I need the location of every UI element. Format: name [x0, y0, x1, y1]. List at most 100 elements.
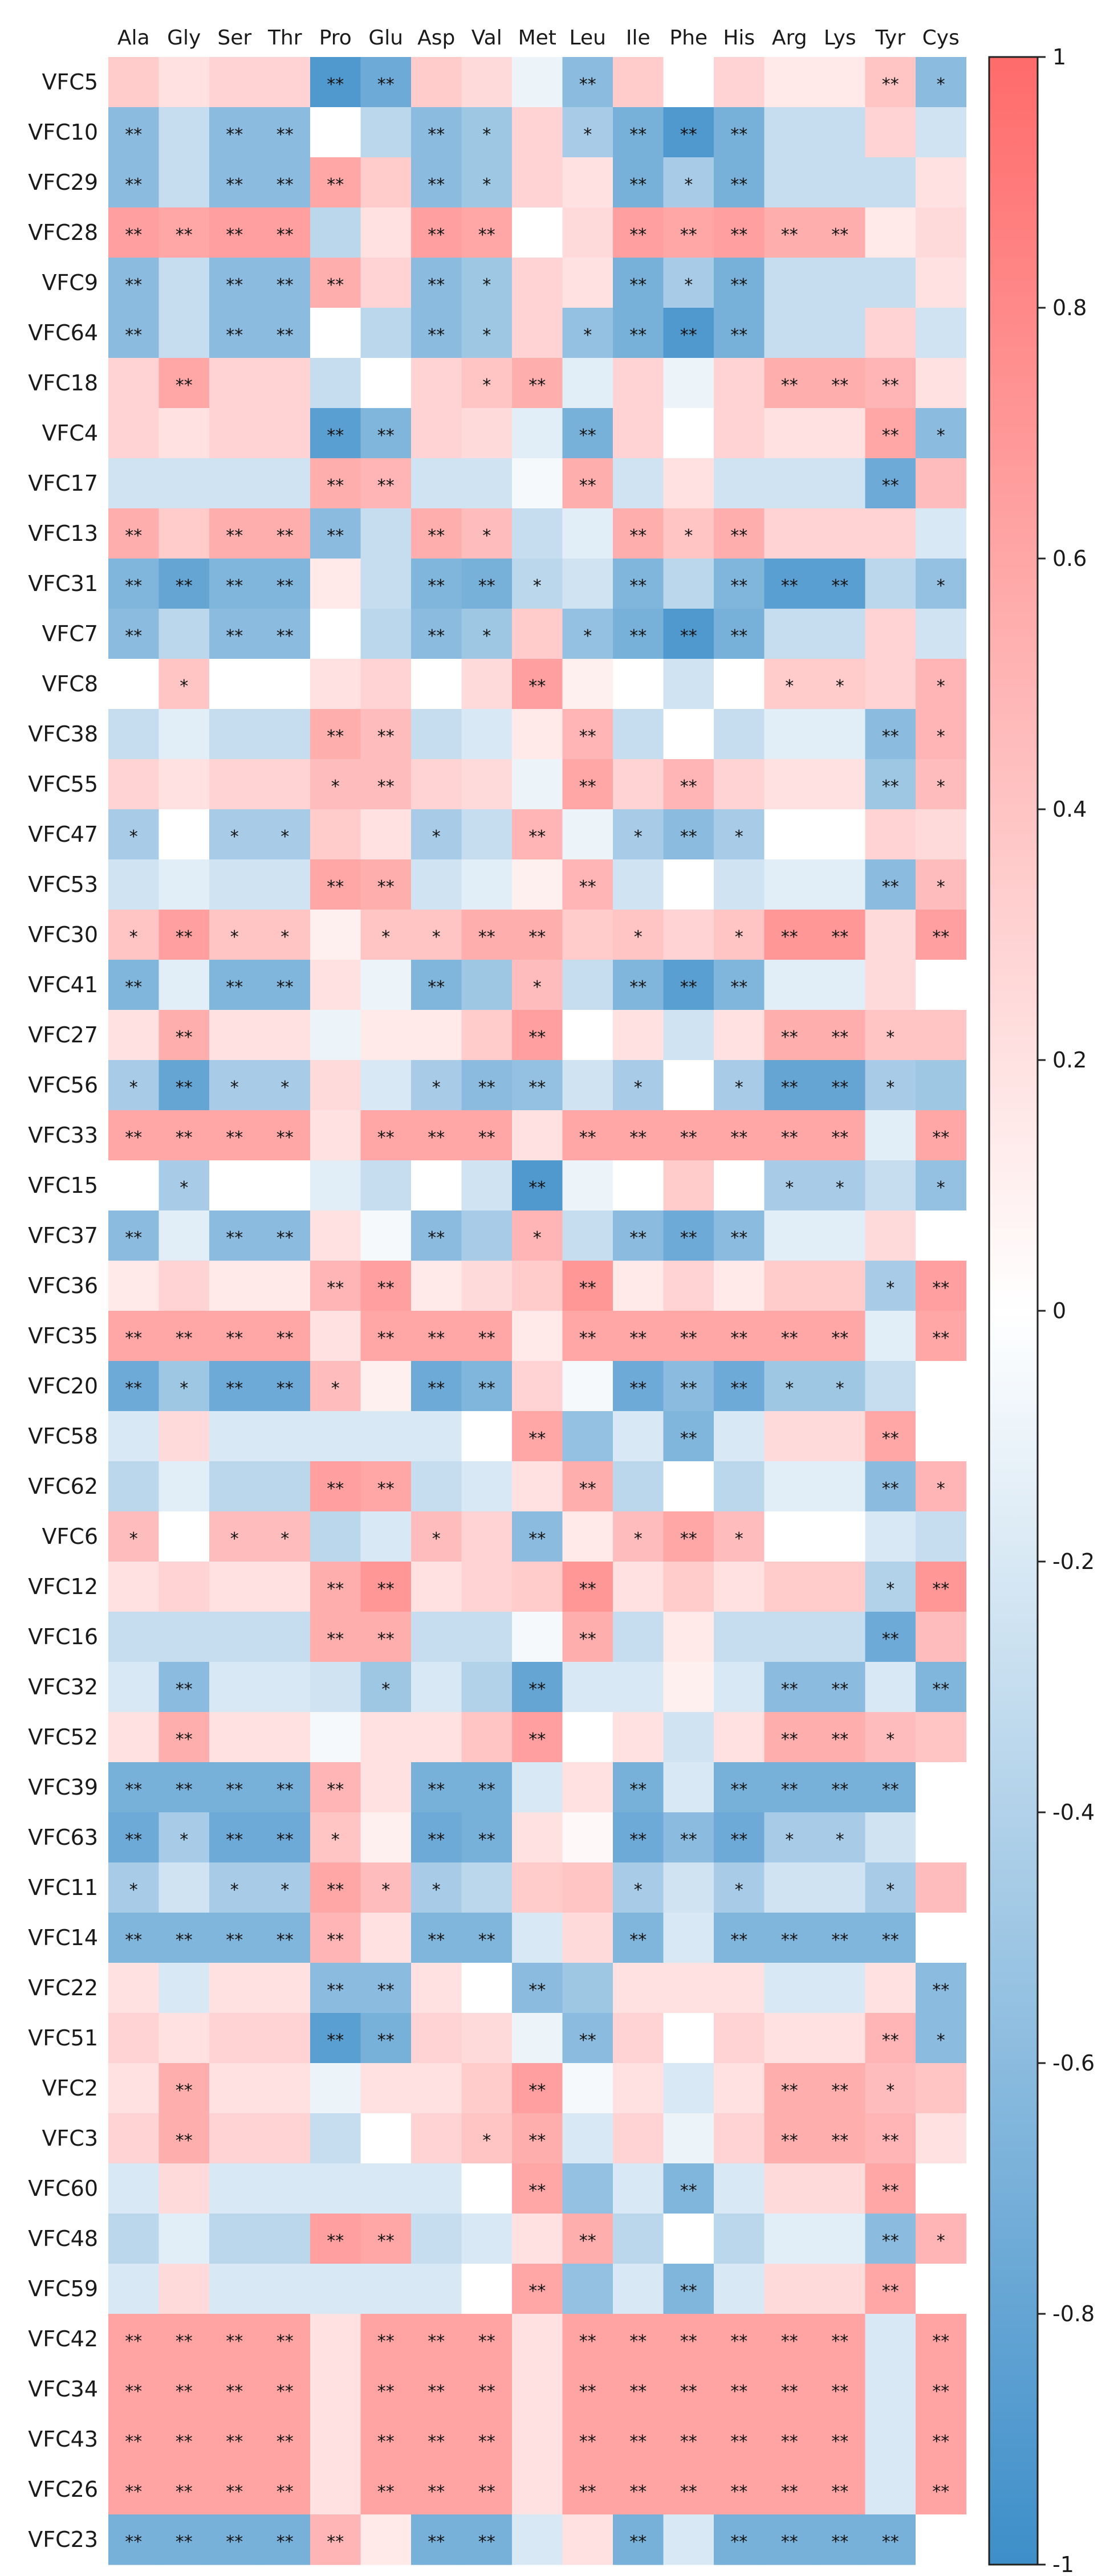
significance-mark: * — [634, 1529, 643, 1549]
heatmap-cell — [764, 258, 815, 308]
heatmap-cell — [562, 358, 613, 409]
heatmap-cell — [865, 2464, 916, 2515]
heatmap-cell — [209, 910, 261, 960]
significance-mark: ** — [176, 376, 193, 396]
heatmap-cell — [613, 2264, 664, 2314]
significance-mark: * — [381, 1680, 390, 1699]
heatmap-cell — [815, 1110, 866, 1161]
heatmap-cell — [360, 1812, 412, 1863]
heatmap-cell — [663, 960, 714, 1010]
heatmap-cell — [310, 57, 361, 108]
heatmap-cell — [259, 2514, 311, 2565]
heatmap-cell — [815, 659, 866, 710]
heatmap-cell — [714, 2013, 765, 2064]
significance-mark: ** — [680, 1128, 697, 1148]
heatmap-cell — [259, 358, 311, 409]
heatmap-cell — [764, 458, 815, 509]
significance-mark: ** — [277, 125, 294, 145]
column-label-leu: Leu — [570, 26, 606, 50]
heatmap-cell — [310, 1963, 361, 2013]
significance-mark: ** — [579, 2432, 596, 2452]
heatmap-cell — [714, 2113, 765, 2164]
significance-mark: ** — [579, 877, 596, 897]
heatmap-cell — [613, 1361, 664, 1412]
significance-mark: ** — [932, 1128, 949, 1148]
heatmap-cell — [815, 2364, 866, 2415]
significance-mark: * — [482, 125, 491, 145]
heatmap-cell — [108, 2314, 160, 2365]
significance-mark: ** — [327, 1479, 344, 1499]
row-label-vfc55: VFC55 — [28, 772, 98, 797]
heatmap-cell — [259, 1160, 311, 1211]
heatmap-cell — [562, 1361, 613, 1412]
heatmap-cell — [411, 1612, 462, 1662]
significance-mark: ** — [579, 1278, 596, 1298]
heatmap-cell — [158, 1361, 210, 1412]
heatmap-cell — [916, 1311, 967, 1362]
heatmap-cell — [865, 809, 916, 860]
significance-mark: ** — [528, 1529, 546, 1549]
heatmap-cell — [663, 859, 714, 910]
heatmap-cell — [865, 1461, 916, 1512]
heatmap-cell — [613, 1411, 664, 1462]
heatmap-cell — [461, 2314, 513, 2365]
heatmap-cell — [310, 408, 361, 459]
heatmap-cell — [764, 859, 815, 910]
heatmap-cell — [865, 2214, 916, 2264]
heatmap-cell — [108, 1963, 160, 2013]
heatmap-cell — [865, 1411, 916, 1462]
heatmap-cell — [209, 1862, 261, 1913]
heatmap-cells: ** ** ** ** *** ** ** ** * * ** ** **** ** ** ** ** * ** * *… — [108, 57, 967, 2565]
heatmap-cell — [411, 659, 462, 710]
heatmap-cell — [310, 1261, 361, 1311]
heatmap-cell — [512, 759, 563, 810]
heatmap-cell — [663, 1261, 714, 1311]
significance-mark: ** — [176, 1930, 193, 1950]
row-label-vfc63: VFC63 — [28, 1825, 98, 1850]
heatmap-cell — [158, 2264, 210, 2314]
heatmap-cell — [108, 1862, 160, 1913]
heatmap-cell — [613, 408, 664, 459]
significance-mark: ** — [831, 225, 848, 245]
heatmap-cell — [865, 709, 916, 760]
heatmap-cell — [613, 559, 664, 609]
column-label-thr: Thr — [267, 26, 302, 50]
significance-mark: ** — [176, 2131, 193, 2151]
row-label-vfc64: VFC64 — [28, 320, 98, 345]
heatmap-cell — [865, 2364, 916, 2415]
heatmap-cell — [512, 1511, 563, 1562]
heatmap-cell — [461, 2514, 513, 2565]
heatmap-cell — [310, 1812, 361, 1863]
significance-mark: * — [331, 1379, 340, 1399]
significance-mark: * — [684, 526, 693, 546]
heatmap-cell — [764, 759, 815, 810]
heatmap-cell — [158, 1562, 210, 1612]
heatmap-cell — [815, 2414, 866, 2465]
significance-mark: ** — [629, 1228, 647, 1248]
heatmap-cell — [360, 2514, 412, 2565]
heatmap-cell — [562, 559, 613, 609]
significance-mark: * — [129, 1529, 138, 1549]
significance-mark: ** — [226, 2532, 243, 2552]
heatmap-cell — [259, 1762, 311, 1813]
heatmap-cell — [259, 1612, 311, 1662]
significance-mark: * — [735, 1529, 743, 1549]
heatmap-cell — [663, 258, 714, 308]
heatmap-cell — [158, 2414, 210, 2465]
heatmap-cell — [714, 1110, 765, 1161]
significance-mark: ** — [882, 1930, 899, 1950]
significance-mark: ** — [478, 2532, 495, 2552]
heatmap-cell — [714, 609, 765, 659]
significance-mark: ** — [932, 1680, 949, 1699]
significance-mark: ** — [932, 2382, 949, 2402]
heatmap-cell — [764, 508, 815, 559]
row-label-vfc35: VFC35 — [28, 1323, 98, 1348]
heatmap-cell — [259, 2063, 311, 2114]
significance-mark: ** — [428, 1930, 445, 1950]
heatmap-cell — [360, 2264, 412, 2314]
heatmap-cell — [259, 1311, 311, 1362]
heatmap-cell — [158, 2063, 210, 2114]
significance-mark: * — [937, 1178, 945, 1198]
significance-mark: ** — [781, 1780, 798, 1800]
heatmap-cell — [158, 859, 210, 910]
